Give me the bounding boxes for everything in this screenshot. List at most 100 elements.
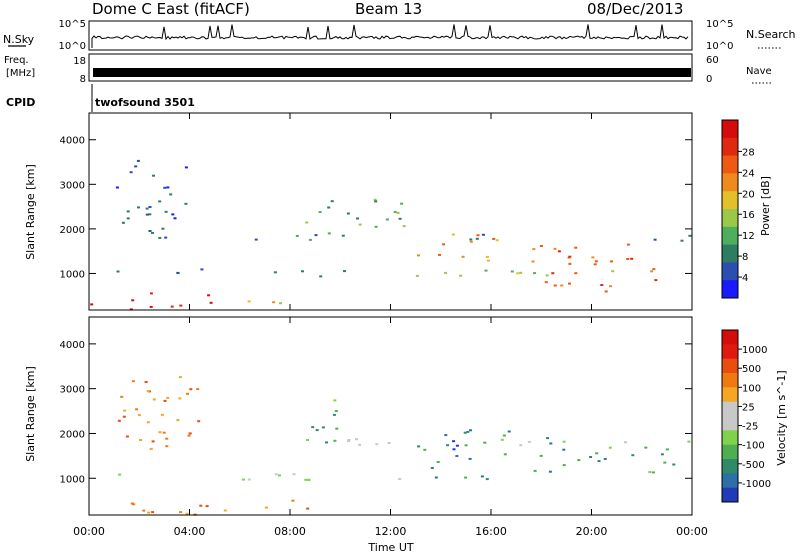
- scatter-cell: [434, 476, 438, 479]
- scatter-cell: [332, 413, 336, 416]
- scatter-cell: [158, 236, 162, 239]
- velocity-colorbar-label: Velocity [m s^-1]: [775, 370, 788, 465]
- scatter-cell: [476, 234, 480, 237]
- scatter-cell: [624, 441, 627, 444]
- x-tick-labels: 00:00 04:00 08:00 12:00 16:00 20:00 00:00: [73, 525, 708, 538]
- scatter-cell: [502, 434, 506, 437]
- scatter-cell: [125, 435, 129, 438]
- scatter-cell: [417, 254, 420, 257]
- scatter-cell: [626, 243, 630, 246]
- scatter-cell: [120, 395, 124, 398]
- velocity-ylabel: Slant Range [km]: [24, 366, 37, 462]
- freq-label: Freq.: [4, 55, 29, 66]
- power-axes: 1000 2000 3000 4000: [60, 113, 693, 310]
- colorbar-swatch: [722, 430, 738, 446]
- scatter-cell: [516, 272, 520, 275]
- scatter-cell: [436, 461, 440, 463]
- scatter-cell: [464, 444, 468, 447]
- scatter-cell: [507, 430, 511, 433]
- scatter-cell: [532, 248, 536, 251]
- scatter-cell: [562, 440, 566, 443]
- scatter-cell: [531, 260, 535, 263]
- scatter-cell: [358, 223, 362, 226]
- power-colorbar: 4 8 12 16 20 24 28: [721, 119, 755, 299]
- scatter-cell: [438, 253, 441, 256]
- scatter-cell: [341, 234, 345, 237]
- colorbar-swatch: [722, 416, 738, 431]
- colorbar-tick-label: 28: [742, 147, 755, 158]
- scatter-cell: [90, 303, 94, 306]
- scatter-cell: [463, 431, 467, 434]
- scatter-cell: [186, 392, 189, 395]
- scatter-cell: [483, 441, 487, 444]
- beam-title: Beam 13: [355, 0, 422, 18]
- colorbar-swatch: [722, 280, 738, 299]
- scatter-cell: [152, 398, 156, 401]
- scatter-cell: [149, 305, 153, 308]
- scatter-cell: [131, 299, 135, 302]
- scatter-cell: [333, 439, 337, 442]
- scatter-cell: [148, 230, 152, 232]
- scatter-cell: [464, 476, 468, 479]
- scatter-cell: [539, 454, 543, 457]
- colorbar-swatch: [722, 262, 738, 281]
- scatter-cell: [137, 206, 140, 209]
- scatter-cell: [469, 238, 473, 241]
- scatter-cell: [533, 272, 537, 275]
- scatter-cell: [118, 473, 122, 476]
- colorbar-swatch: [722, 401, 738, 417]
- colorbar-swatch: [722, 473, 738, 489]
- scatter-cell: [207, 294, 211, 297]
- scatter-cell: [308, 238, 312, 241]
- scatter-cell: [560, 284, 564, 287]
- scatter-cell: [533, 469, 537, 472]
- scatter-cell: [301, 270, 304, 273]
- scatter-cell: [311, 426, 315, 429]
- colorbar-swatch: [722, 330, 738, 345]
- nsky-label: N.Sky: [3, 33, 35, 46]
- scatter-cell: [163, 186, 167, 189]
- scatter-cell: [562, 448, 566, 451]
- scatter-cell: [398, 217, 402, 220]
- scatter-cell: [485, 478, 489, 481]
- scatter-cell: [327, 232, 331, 235]
- scatter-cell: [123, 409, 127, 412]
- power-colorbar-label: Power [dB]: [759, 176, 772, 236]
- colorbar-swatch: [722, 387, 738, 403]
- scatter-cell: [129, 308, 133, 311]
- y-tick-label: 4000: [60, 340, 85, 351]
- y-tick-label: 2000: [60, 429, 85, 440]
- scatter-cell: [178, 376, 182, 379]
- freq-tick-top: 18: [73, 56, 86, 67]
- scatter-cell: [574, 246, 578, 249]
- colorbar-swatch: [722, 209, 738, 228]
- scatter-cell: [430, 467, 434, 469]
- xlabel: Time UT: [367, 541, 413, 554]
- scatter-cell: [347, 439, 351, 441]
- colorbar-tick-label: 500: [742, 364, 761, 375]
- power-data-layer: [90, 159, 692, 311]
- scatter-cell: [161, 227, 165, 230]
- scatter-cell: [327, 206, 331, 209]
- scatter-cell: [330, 200, 334, 203]
- colorbar-swatch: [722, 120, 738, 139]
- scatter-cell: [455, 444, 459, 447]
- scatter-cell: [164, 210, 168, 213]
- velocity-data-layer: [117, 376, 691, 516]
- scatter-cell: [527, 440, 531, 443]
- colorbar-swatch: [722, 226, 738, 246]
- x-tick-label: 20:00: [576, 525, 608, 538]
- scatter-cell: [164, 236, 168, 239]
- colorbar-swatch: [722, 358, 738, 374]
- scatter-cell: [595, 452, 599, 455]
- colorbar-swatch: [722, 459, 738, 474]
- colorbar-tick-label: -1000: [742, 479, 771, 490]
- colorbar-tick-label: 16: [742, 210, 755, 221]
- colorbar-tick-label: -25: [742, 422, 758, 433]
- scatter-cell: [672, 463, 676, 466]
- scatter-cell: [146, 390, 150, 393]
- scatter-cell: [597, 460, 601, 463]
- scatter-cell: [630, 257, 634, 260]
- colorbar-tick-label: -500: [742, 460, 765, 471]
- scatter-cell: [307, 479, 311, 481]
